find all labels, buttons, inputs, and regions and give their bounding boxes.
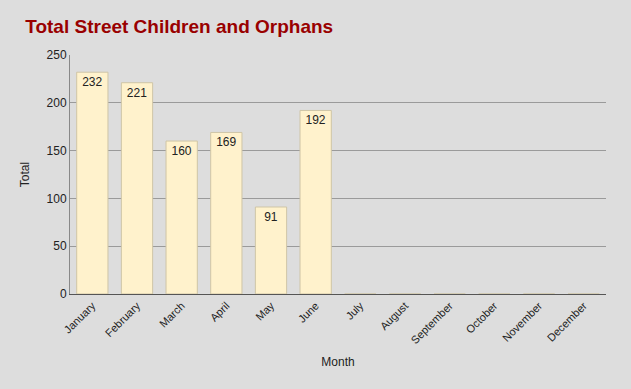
svg-text:100: 100	[47, 192, 67, 206]
svg-text:October: October	[463, 299, 499, 335]
svg-text:January: January	[61, 299, 98, 336]
svg-text:July: July	[343, 299, 366, 322]
svg-text:September: September	[408, 299, 455, 346]
svg-text:50: 50	[53, 239, 67, 253]
svg-text:August: August	[378, 300, 411, 333]
svg-text:Total: Total	[18, 162, 32, 187]
svg-text:200: 200	[47, 96, 67, 110]
svg-text:December: December	[545, 299, 590, 344]
svg-text:June: June	[296, 300, 321, 325]
svg-text:232: 232	[82, 75, 102, 89]
svg-text:0: 0	[60, 287, 67, 301]
svg-text:April: April	[208, 300, 232, 324]
svg-text:November: November	[500, 299, 545, 344]
svg-text:Month: Month	[321, 355, 354, 369]
svg-text:221: 221	[127, 86, 147, 100]
svg-text:150: 150	[47, 144, 67, 158]
svg-text:May: May	[253, 299, 277, 323]
svg-text:160: 160	[171, 144, 191, 158]
svg-text:Total Street Children and Orph: Total Street Children and Orphans	[25, 16, 333, 37]
svg-text:91: 91	[264, 210, 278, 224]
svg-text:250: 250	[47, 48, 67, 62]
svg-text:March: March	[157, 300, 187, 330]
svg-text:169: 169	[216, 135, 236, 149]
svg-text:192: 192	[305, 113, 325, 127]
svg-text:February: February	[103, 299, 143, 339]
